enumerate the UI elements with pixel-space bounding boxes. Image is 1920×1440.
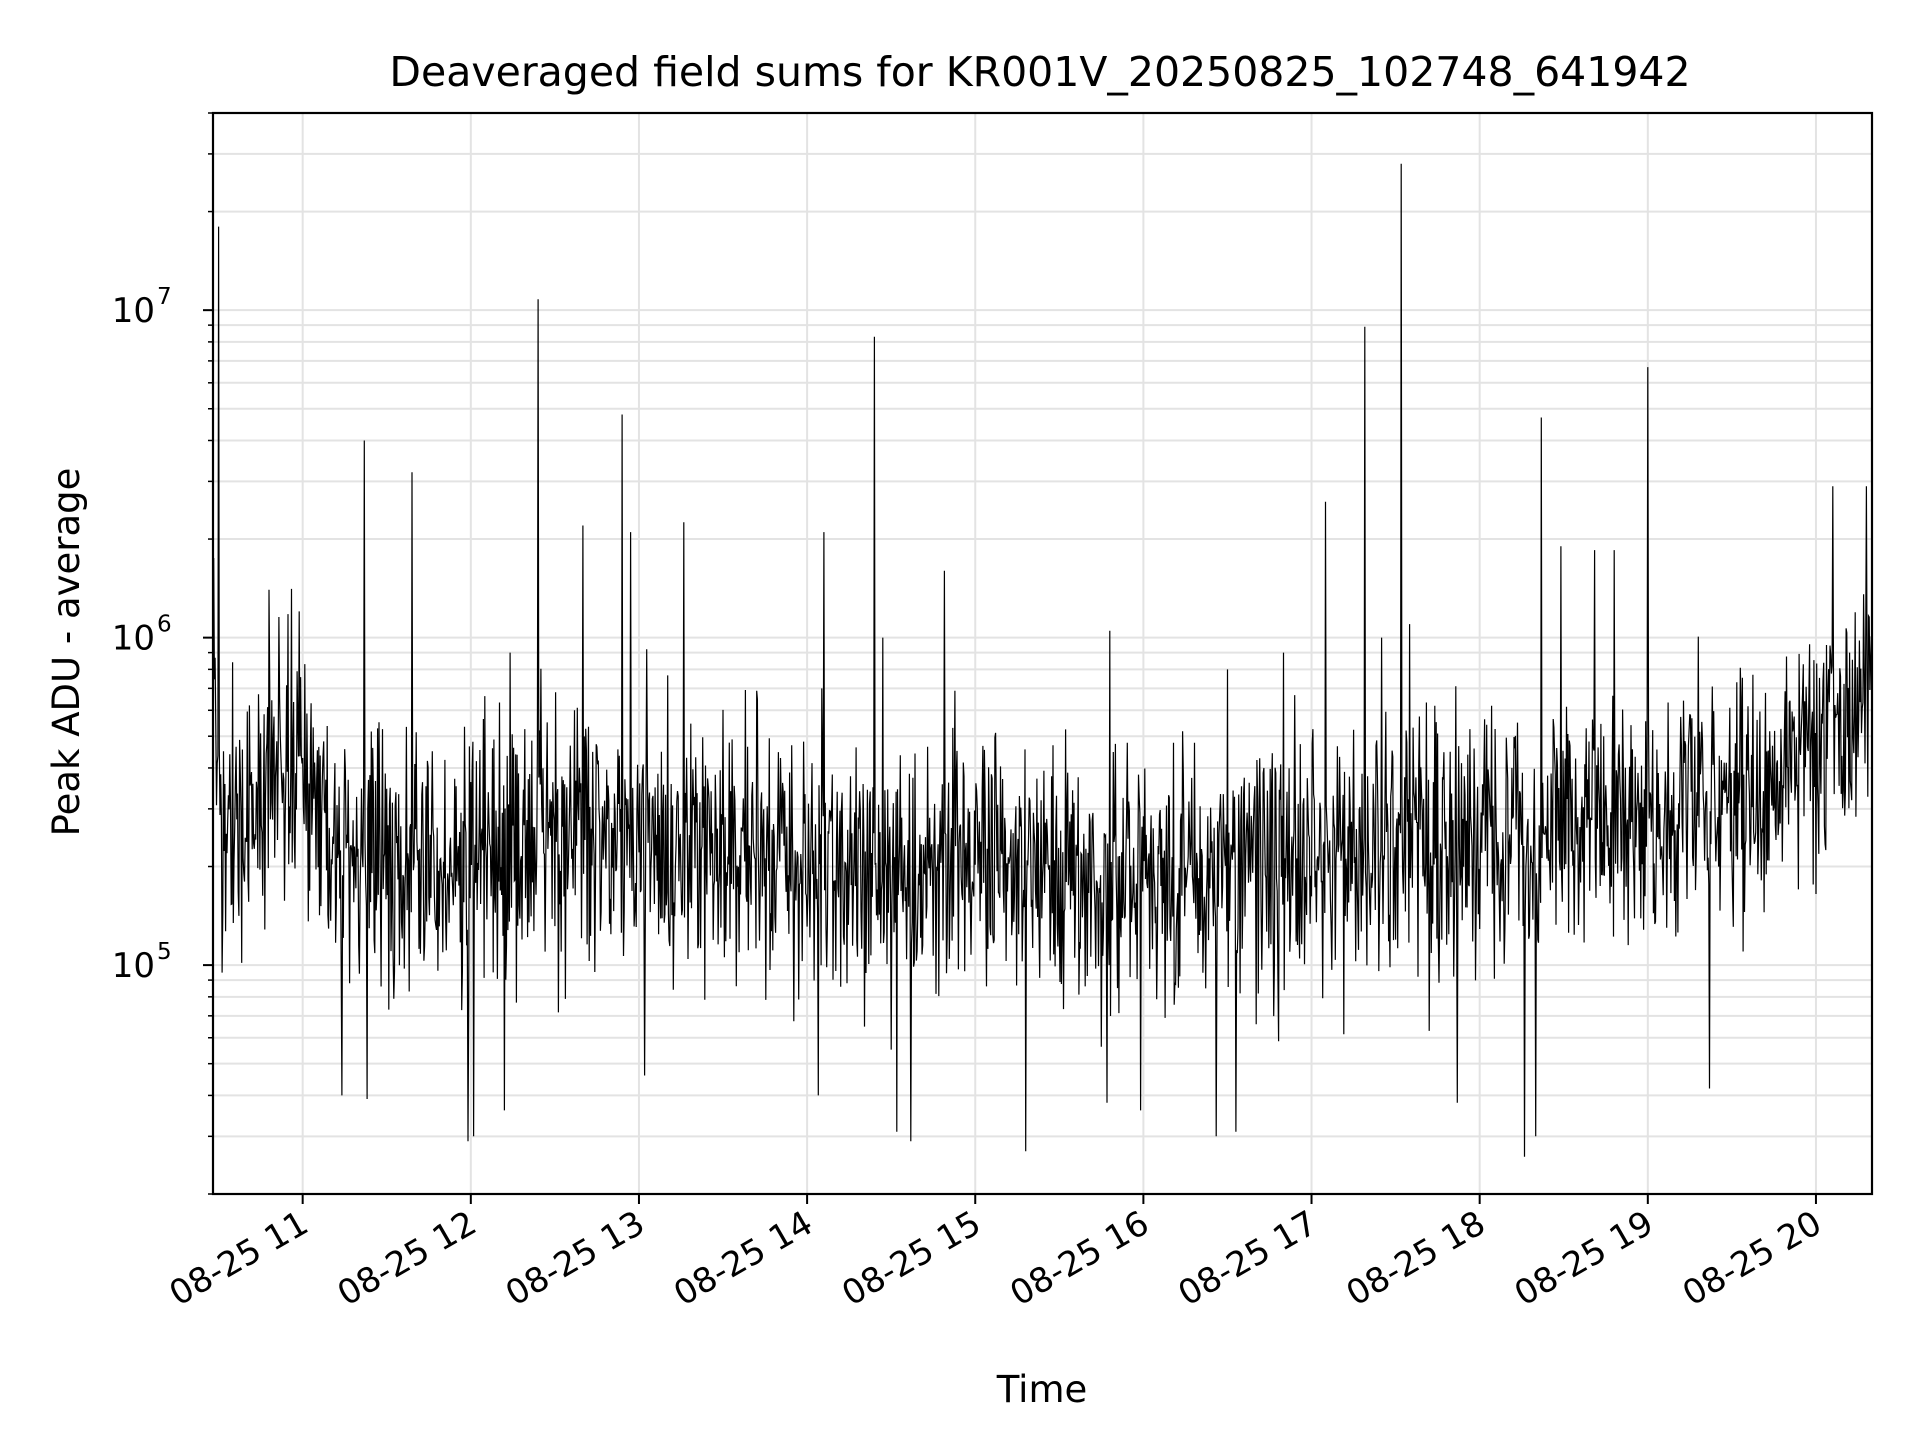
y-tick-label: 10 bbox=[112, 946, 155, 986]
y-tick-base: 10 bbox=[112, 946, 155, 986]
x-axis-label: Time bbox=[996, 1368, 1088, 1411]
chart-title: Deaveraged field sums for KR001V_2025082… bbox=[389, 48, 1690, 96]
y-tick-exponent: 5 bbox=[157, 939, 172, 965]
series-trace bbox=[212, 163, 1873, 1157]
y-tick-exponent: 7 bbox=[157, 284, 172, 310]
plot-area-frame bbox=[211, 111, 1874, 1196]
y-axis-label: Peak ADU - average bbox=[45, 468, 88, 837]
y-tick-base: 10 bbox=[112, 291, 155, 331]
y-tick-label: 10 bbox=[112, 291, 155, 331]
y-tick-label: 10 bbox=[112, 619, 155, 659]
y-tick-base: 10 bbox=[112, 619, 155, 659]
y-tick-exponent: 6 bbox=[157, 612, 172, 638]
series-line bbox=[212, 163, 1873, 1157]
